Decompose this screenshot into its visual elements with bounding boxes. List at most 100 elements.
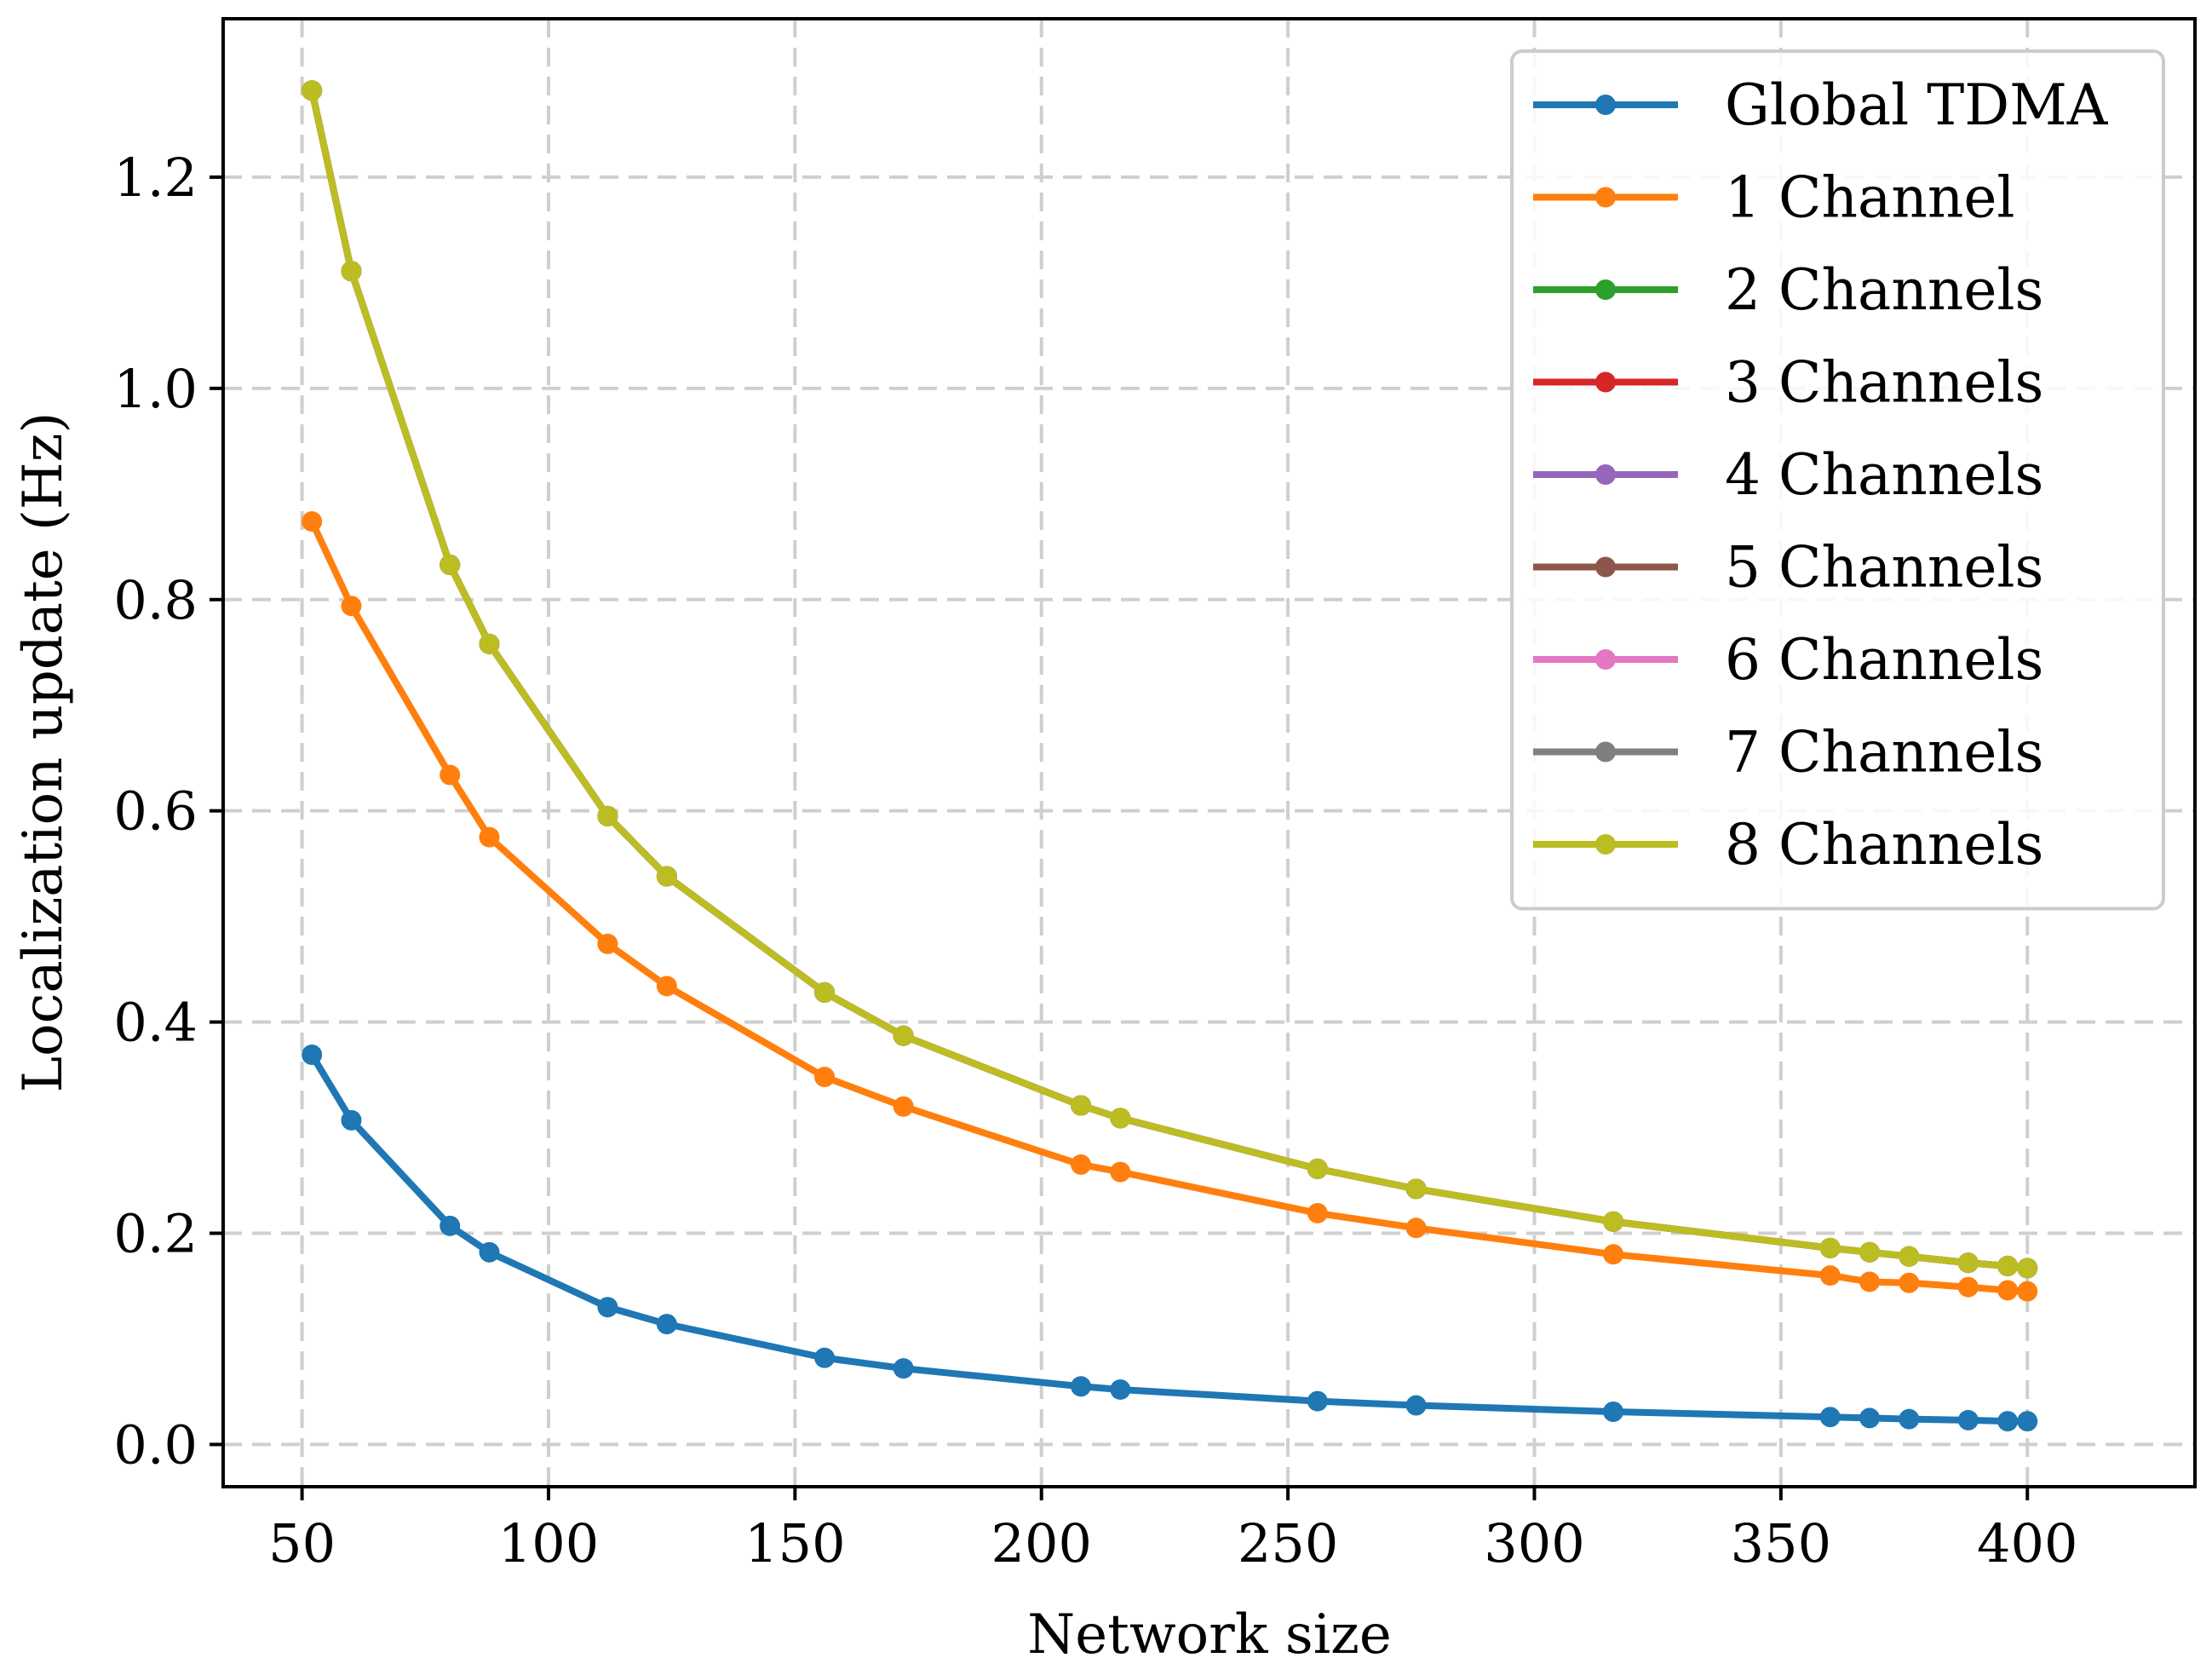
data-point: [1859, 1271, 1881, 1292]
data-point: [1110, 1161, 1131, 1183]
data-point: [479, 826, 500, 848]
legend-swatch-marker: [1595, 464, 1616, 485]
data-point: [814, 1067, 836, 1088]
legend-swatch-marker: [1595, 741, 1616, 763]
x-axis-label: Network size: [1027, 1603, 1392, 1666]
data-point: [341, 1109, 362, 1131]
data-point: [893, 1358, 914, 1379]
data-point: [814, 981, 836, 1003]
data-point: [1957, 1276, 1979, 1298]
data-point: [1859, 1407, 1881, 1429]
y-tick-label: 0.8: [113, 569, 198, 631]
legend-label: Global TDMA: [1725, 72, 2109, 138]
data-point: [1859, 1241, 1881, 1263]
data-point: [1110, 1379, 1131, 1400]
data-point: [341, 261, 362, 282]
legend-swatch-marker: [1595, 95, 1616, 115]
data-point: [1819, 1407, 1841, 1428]
x-tick-label: 200: [991, 1512, 1092, 1574]
x-tick-label: 300: [1484, 1512, 1584, 1574]
data-point: [302, 1045, 323, 1066]
legend-swatch-marker: [1595, 279, 1616, 300]
legend-item: 8 Channels: [1533, 812, 2043, 878]
data-point: [597, 1297, 618, 1318]
legend-item: 3 Channels: [1533, 350, 2043, 416]
data-point: [1603, 1401, 1624, 1422]
legend-swatch-marker: [1595, 187, 1616, 208]
legend-swatch-marker: [1595, 834, 1616, 855]
legend-item: Global TDMA: [1533, 72, 2109, 138]
legend-box: [1510, 49, 2165, 911]
data-point: [302, 80, 323, 101]
data-point: [814, 1347, 836, 1368]
data-point: [2017, 1411, 2038, 1432]
data-point: [479, 633, 500, 654]
x-tick-label: 350: [1731, 1512, 1831, 1574]
data-point: [1899, 1246, 1920, 1267]
y-tick-label: 0.4: [113, 992, 198, 1054]
y-tick-label: 1.2: [113, 147, 198, 209]
series-layer: [302, 80, 2038, 1432]
data-point: [597, 933, 618, 954]
legend-label: 2 Channels: [1725, 257, 2043, 323]
series-1: [302, 511, 2038, 1302]
data-point: [1307, 1202, 1328, 1223]
legend-item: 4 Channels: [1533, 442, 2043, 508]
data-point: [893, 1025, 914, 1046]
legend-item: 2 Channels: [1533, 257, 2043, 323]
x-tick-label: 150: [744, 1512, 845, 1574]
data-point: [1899, 1408, 1920, 1430]
data-point: [1997, 1280, 2019, 1301]
data-point: [656, 1314, 677, 1335]
data-point: [1603, 1244, 1624, 1265]
data-point: [440, 764, 461, 786]
legend-label: 6 Channels: [1725, 627, 2043, 693]
data-point: [302, 511, 323, 532]
series-0: [302, 1045, 2038, 1432]
data-point: [479, 1241, 500, 1263]
y-axis-label: Localization update (Hz): [12, 412, 75, 1093]
x-tick-label: 100: [498, 1512, 599, 1574]
legend-swatch-marker: [1595, 649, 1616, 670]
data-point: [1603, 1211, 1624, 1232]
data-point: [1405, 1178, 1427, 1200]
data-point: [1071, 1154, 1092, 1175]
y-tick-label: 0.2: [113, 1203, 198, 1265]
legend-label: 8 Channels: [1725, 812, 2043, 878]
data-point: [597, 805, 618, 826]
legend-swatch-marker: [1595, 556, 1616, 578]
legend-item: 5 Channels: [1533, 535, 2043, 601]
x-tick-label: 400: [1977, 1512, 2077, 1574]
y-tick-label: 0.6: [113, 780, 198, 843]
data-point: [1307, 1158, 1328, 1179]
plot-area-frame: [221, 17, 2197, 1488]
data-point: [656, 866, 677, 887]
data-point: [1405, 1217, 1427, 1239]
legend-label: 5 Channels: [1725, 535, 2043, 601]
legend-label: 1 Channel: [1725, 165, 2015, 231]
series-8: [302, 80, 2038, 1279]
data-point: [440, 554, 461, 575]
data-point: [1899, 1272, 1920, 1293]
legend-item: 7 Channels: [1533, 720, 2043, 786]
legend: Global TDMA 1 Channel 2 Channels 3 Channels…: [1510, 49, 2165, 911]
y-tick-label: 0.0: [113, 1413, 198, 1476]
data-point: [341, 596, 362, 617]
data-point: [1819, 1237, 1841, 1258]
data-point: [1957, 1409, 1979, 1430]
data-point: [1997, 1255, 2019, 1276]
data-point: [656, 976, 677, 997]
data-point: [2017, 1258, 2038, 1279]
x-tick-label: 250: [1238, 1512, 1338, 1574]
legend-item: 6 Channels: [1533, 627, 2043, 693]
legend-label: 4 Channels: [1725, 442, 2043, 508]
data-point: [893, 1096, 914, 1117]
legend-label: 3 Channels: [1725, 350, 2043, 416]
data-point: [2017, 1281, 2038, 1302]
legend-label: 7 Channels: [1725, 720, 2043, 786]
data-point: [1071, 1376, 1092, 1397]
axis-ticks: 50 100 150 200 250 300 350 400 0.0 0.2 0.4 0.6 0.8 1.…: [113, 147, 2077, 1574]
legend-swatch-marker: [1595, 371, 1616, 393]
data-point: [1819, 1265, 1841, 1286]
